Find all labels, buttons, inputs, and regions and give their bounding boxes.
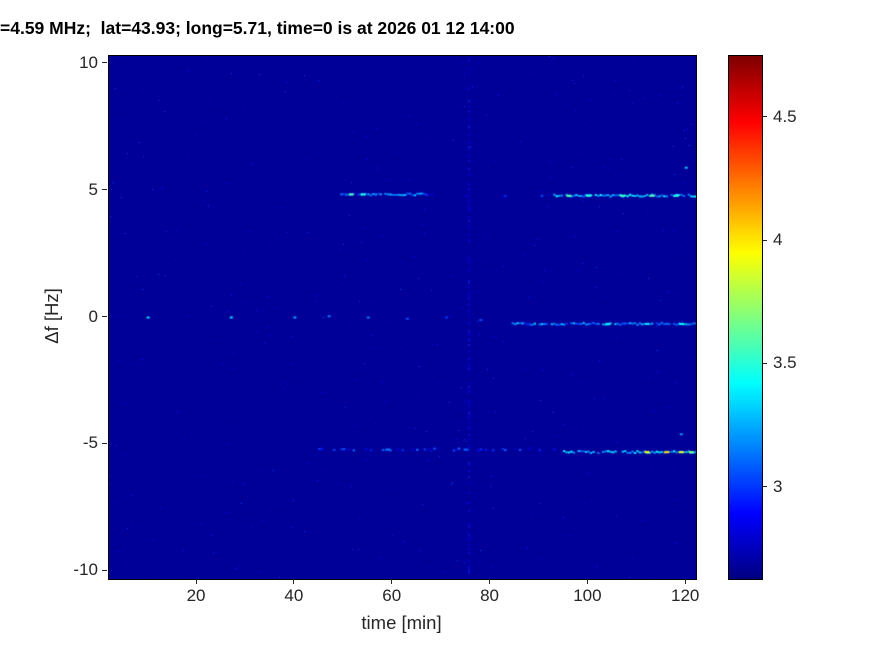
colorbar-tick-label: 4 [773, 230, 783, 250]
colorbar [728, 55, 763, 580]
x-tick-label: 40 [284, 586, 304, 605]
colorbar-tick-label: 3 [773, 476, 783, 496]
heatmap-canvas [109, 56, 696, 579]
chart-title: =4.59 MHz; lat=43.93; long=5.71, time=0 … [0, 18, 515, 38]
x-tickmark [586, 579, 588, 584]
colorbar-canvas [729, 56, 762, 579]
y-tickmark [102, 569, 107, 571]
colorbar-tickmark [763, 486, 767, 488]
x-tick-label: 120 [671, 586, 700, 605]
y-tickmark [102, 442, 107, 444]
y-tickmark [102, 316, 107, 317]
x-axis-label: time [min] [361, 612, 442, 633]
x-tickmark [195, 579, 197, 584]
colorbar-tick-label: 4.5 [773, 106, 797, 126]
y-tickmark [102, 62, 107, 64]
y-tickmark [102, 189, 107, 191]
colorbar-tick-label: 3.5 [773, 353, 797, 373]
colorbar-tickmark [763, 116, 767, 118]
x-tickmark [293, 579, 295, 584]
colorbar-tickmark [763, 362, 767, 364]
x-tick-label: 20 [186, 586, 206, 605]
x-tickmark [489, 579, 491, 584]
x-tickmark [684, 579, 686, 584]
x-tickmark [391, 579, 393, 584]
x-tick-label: 80 [480, 586, 499, 605]
y-tick-label: -10 [73, 560, 98, 580]
x-tick-label: 60 [382, 586, 402, 605]
colorbar-tickmark [763, 239, 767, 241]
heatmap-plot [108, 55, 697, 580]
x-tick-label: 100 [573, 586, 602, 605]
y-axis-label: Δf [Hz] [41, 288, 62, 344]
y-tick-label: 0 [88, 306, 98, 326]
y-tick-label: 5 [88, 179, 98, 199]
y-tick-label: -5 [82, 433, 98, 453]
y-tick-label: 10 [79, 52, 98, 72]
